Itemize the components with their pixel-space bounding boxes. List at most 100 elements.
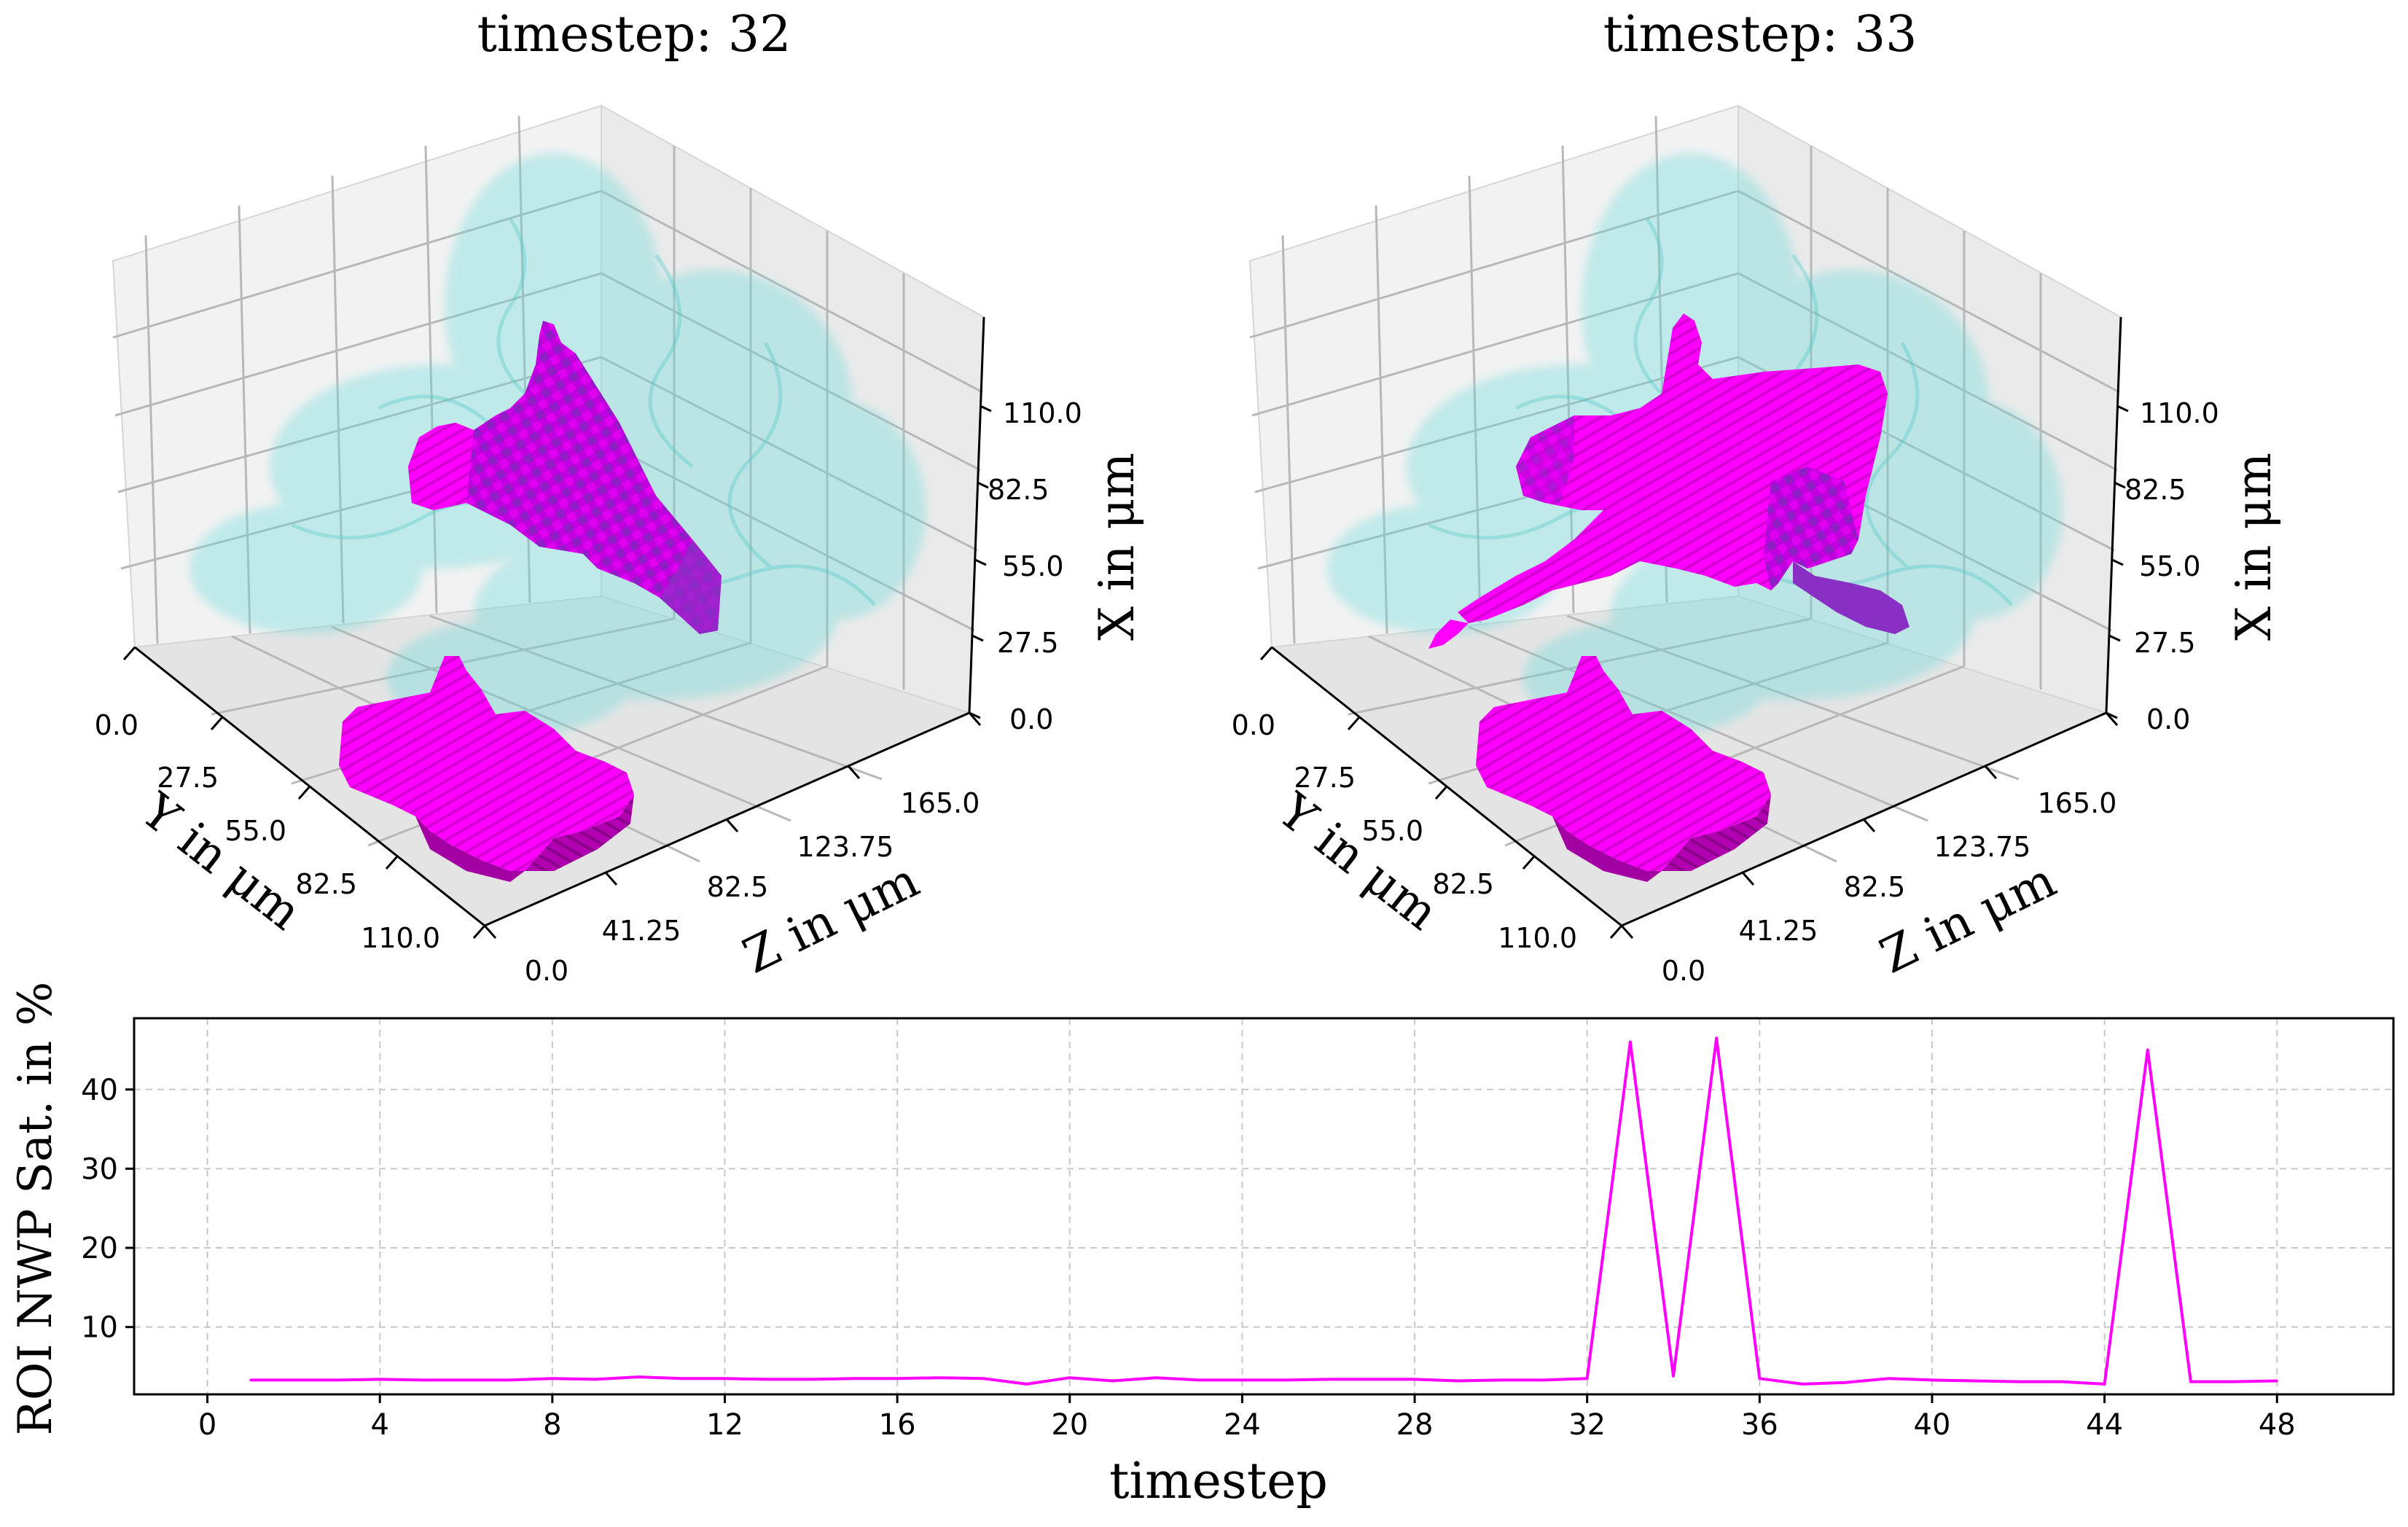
- z-tick-label: 0.0: [525, 955, 568, 987]
- y-tick-label: 55.0: [1361, 815, 1423, 847]
- data-point: [1456, 1380, 1459, 1383]
- z-axis-ticks: [483, 712, 982, 939]
- data-point: [723, 1377, 726, 1380]
- data-point: [853, 1377, 856, 1380]
- y-axis-tick-labels: 0.0 27.5 55.0 82.5 110.0: [95, 709, 440, 954]
- nwp-voxels-upper: [408, 321, 722, 634]
- x-tick-label: 0.0: [1009, 703, 1053, 735]
- chart-y-axis-label: ROI NWP Sat. in %: [9, 982, 63, 1436]
- chart-x-tick-label: 40: [1914, 1408, 1951, 1442]
- data-point: [767, 1378, 770, 1380]
- chart-x-tick-label: 44: [2086, 1408, 2123, 1442]
- x-axis-ticks: [969, 405, 992, 719]
- y-axis-ticks: [1259, 647, 1623, 939]
- chart-x-tick-label: 8: [543, 1408, 561, 1442]
- data-point: [1931, 1378, 1934, 1381]
- data-point: [1672, 1375, 1675, 1378]
- z-tick-label: 123.75: [797, 831, 894, 863]
- data-point: [2146, 1048, 2149, 1051]
- data-point: [2232, 1380, 2235, 1383]
- data-point: [2060, 1380, 2063, 1383]
- x-tick-label: 27.5: [2134, 627, 2196, 659]
- y-tick-label: 110.0: [1498, 922, 1577, 954]
- chart-x-tick-label: 36: [1741, 1408, 1778, 1442]
- data-point: [1197, 1378, 1200, 1381]
- data-point: [249, 1378, 252, 1381]
- chart-x-tick-label: 16: [879, 1408, 916, 1442]
- data-point: [292, 1378, 295, 1381]
- chart-y-tick-label: 30: [81, 1152, 118, 1186]
- data-point: [810, 1378, 813, 1380]
- data-point: [1284, 1378, 1287, 1381]
- z-tick-label: 0.0: [1662, 955, 1705, 987]
- y-axis-label: Y in μm: [1267, 782, 1449, 941]
- chart-x-tick-label: 4: [370, 1408, 388, 1442]
- data-point: [2275, 1380, 2278, 1383]
- data-point: [421, 1378, 424, 1381]
- chart-x-tick-label: 12: [706, 1408, 743, 1442]
- chart-x-tick-label: 28: [1396, 1408, 1434, 1442]
- data-point: [1845, 1381, 1848, 1384]
- data-point: [939, 1376, 942, 1379]
- x-axis-label: X in μm: [2226, 453, 2282, 641]
- chart-x-tick-label: 48: [2259, 1408, 2296, 1442]
- x-tick-label: 55.0: [2139, 550, 2201, 582]
- y-tick-label: 82.5: [295, 868, 357, 900]
- data-point: [1025, 1383, 1028, 1386]
- chart-x-tick-label: 32: [1568, 1408, 1606, 1442]
- y-tick-label: 0.0: [1232, 709, 1275, 741]
- data-point: [680, 1377, 683, 1380]
- panel-3d-timestep-33: timestep: 33: [1232, 6, 2282, 987]
- data-point: [1974, 1380, 1977, 1383]
- data-point: [508, 1378, 511, 1381]
- z-axis-tick-labels: 0.0 41.25 82.5 123.75 165.0: [1662, 787, 2117, 987]
- chart-x-tick-label: 24: [1224, 1408, 1261, 1442]
- data-point: [982, 1377, 985, 1380]
- data-point: [1499, 1378, 1502, 1381]
- data-point: [1154, 1376, 1157, 1379]
- nwp-voxels-lower: [339, 656, 634, 882]
- chart-x-ticks: 0 4 8 12 16 20 24 28 32 36 40 44 48: [198, 1394, 2296, 1442]
- x-axis-ticks: [2106, 405, 2129, 719]
- data-point: [551, 1377, 554, 1380]
- data-point: [1370, 1378, 1373, 1380]
- y-axis-label: Y in μm: [130, 782, 312, 941]
- data-point: [1888, 1377, 1891, 1380]
- data-point: [1802, 1383, 1805, 1386]
- y-axis-tick-labels: 0.0 27.5 55.0 82.5 110.0: [1232, 709, 1577, 954]
- data-point: [2017, 1380, 2020, 1383]
- y-tick-label: 27.5: [157, 762, 219, 794]
- y-tick-label: 82.5: [1432, 868, 1494, 900]
- data-point: [896, 1377, 899, 1380]
- z-axis-tick-labels: 0.0 41.25 82.5 123.75 165.0: [525, 787, 980, 987]
- x-tick-label: 0.0: [2146, 703, 2190, 735]
- data-point: [2189, 1380, 2192, 1383]
- x-tick-label: 110.0: [2140, 397, 2219, 429]
- x-tick-label: 27.5: [997, 627, 1059, 659]
- data-point: [1327, 1378, 1330, 1380]
- data-point: [1543, 1378, 1546, 1381]
- chart-x-tick-label: 0: [198, 1408, 216, 1442]
- panel-3d-timestep-32: timestep: 32: [95, 6, 1145, 987]
- nwp-voxels-lower: [1476, 656, 1771, 882]
- chart-y-tick-label: 10: [81, 1311, 118, 1345]
- chart-y-tick-label: 20: [81, 1232, 118, 1265]
- data-point: [378, 1378, 381, 1380]
- panel-title: timestep: 32: [477, 6, 791, 63]
- x-tick-label: 82.5: [988, 474, 1049, 506]
- x-tick-label: 110.0: [1003, 397, 1082, 429]
- x-axis-tick-labels: 0.0 27.5 55.0 82.5 110.0: [988, 397, 1082, 735]
- z-tick-label: 165.0: [901, 787, 980, 819]
- data-point: [1586, 1377, 1589, 1380]
- z-tick-label: 82.5: [707, 871, 769, 903]
- chart-x-axis-label: timestep: [1109, 1453, 1328, 1510]
- data-point: [465, 1378, 468, 1381]
- data-point: [1715, 1036, 1718, 1039]
- z-tick-label: 82.5: [1844, 871, 1906, 903]
- data-point: [1413, 1378, 1416, 1380]
- z-tick-label: 41.25: [1739, 915, 1818, 947]
- x-axis-tick-labels: 0.0 27.5 55.0 82.5 110.0: [2124, 397, 2219, 735]
- data-point: [1629, 1041, 1632, 1044]
